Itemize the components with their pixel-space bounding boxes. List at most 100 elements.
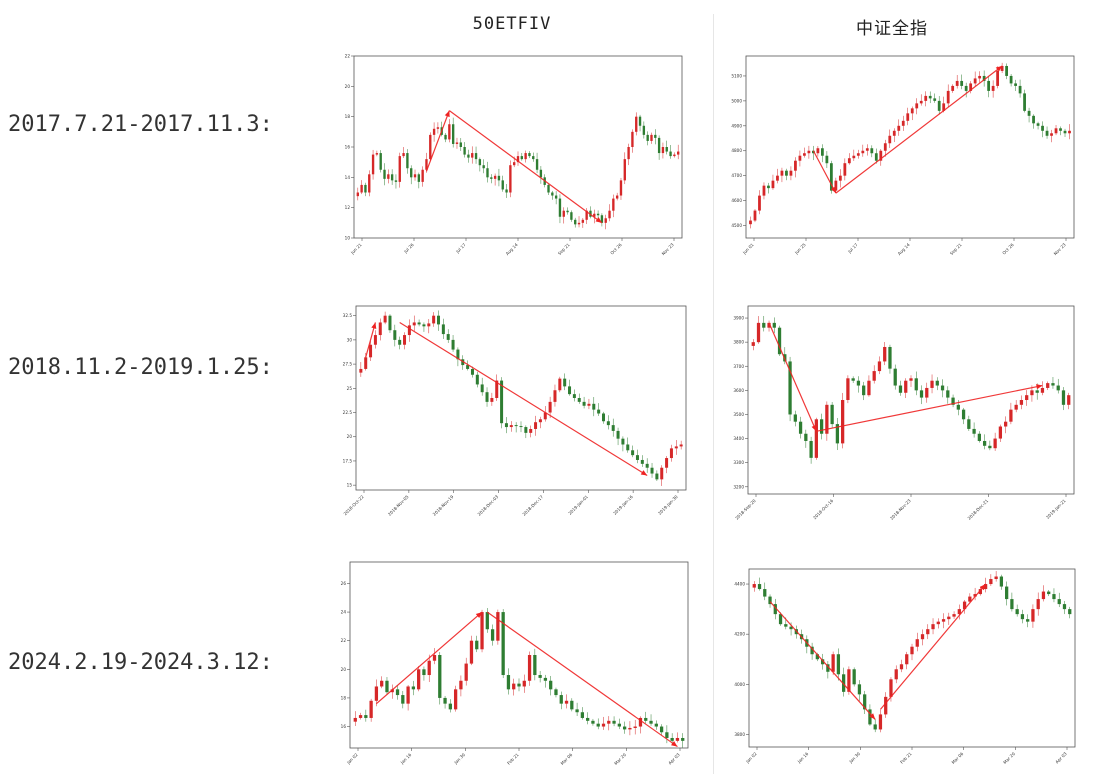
candle-body — [659, 726, 664, 733]
candle-body — [665, 147, 668, 152]
candle-body — [577, 398, 581, 402]
candle-body — [638, 116, 642, 126]
y-tick-label: 16 — [345, 145, 351, 150]
x-tick-label: 2019-Jan-16 — [612, 494, 634, 516]
candle-body — [543, 677, 548, 681]
candle-body — [1036, 123, 1040, 126]
candle-body — [478, 159, 482, 166]
candle-body — [1040, 387, 1045, 393]
candle-body — [364, 357, 368, 369]
candle-body — [874, 153, 878, 161]
candle-body — [369, 344, 373, 358]
candle-body — [532, 156, 535, 160]
candle-body — [673, 154, 676, 157]
candle-body — [604, 218, 607, 223]
candle-body — [771, 180, 775, 189]
candle-body — [538, 675, 542, 678]
candle-body — [655, 473, 659, 480]
trend-arrow-head — [811, 424, 817, 432]
column-title-csi-all-share: 中证全指 — [856, 19, 928, 39]
candle-body — [1009, 75, 1013, 84]
x-tick-label: Apr 03 — [1054, 751, 1068, 765]
x-tick-label: Apr 03 — [667, 752, 681, 766]
column-title-50etfiv: 50ETFIV — [472, 14, 552, 34]
candle-body — [947, 616, 951, 620]
trend-arrow-head — [475, 612, 483, 618]
candle-body — [568, 386, 572, 395]
candle-body — [905, 654, 909, 665]
trend-arrow-line — [425, 110, 450, 172]
candle-body — [543, 412, 547, 420]
candle-body — [753, 210, 757, 221]
candle-body — [972, 428, 976, 434]
column-divider — [713, 14, 714, 774]
candle-body — [554, 689, 558, 696]
candle-body — [619, 180, 623, 196]
candle-body — [960, 80, 964, 86]
candle-body — [383, 315, 387, 323]
x-tick-label: Sep 21 — [557, 242, 571, 256]
candle-body — [622, 726, 627, 730]
candle-body — [566, 210, 569, 213]
candle-body — [638, 717, 643, 727]
candle-body — [935, 380, 939, 386]
candle-body — [856, 380, 861, 386]
candle-body — [406, 686, 410, 704]
candle-body — [987, 80, 991, 91]
y-tick-label: 4000 — [734, 682, 745, 687]
y-tick-label: 3400 — [733, 436, 744, 441]
candle-body — [534, 422, 538, 429]
candle-body — [942, 103, 946, 111]
candle-body — [394, 180, 398, 182]
candle-body — [757, 584, 762, 590]
candle-body — [758, 195, 761, 211]
trend-arrow-line — [879, 583, 987, 710]
candle-body — [897, 125, 901, 131]
candle-body — [777, 327, 782, 355]
candle-body — [1027, 110, 1031, 116]
candle-body — [562, 210, 565, 217]
candle-body — [608, 210, 611, 219]
candle-body — [570, 212, 573, 220]
candle-body — [388, 315, 392, 331]
y-tick-label: 3900 — [733, 316, 744, 321]
candle-body — [998, 426, 1003, 439]
y-tick-label: 20 — [347, 434, 353, 439]
candle-body — [856, 153, 860, 156]
candle-body — [453, 689, 458, 710]
candle-body — [403, 335, 407, 345]
candle-body — [563, 378, 567, 387]
candle-body — [553, 390, 557, 402]
candle-body — [393, 330, 397, 340]
candle-body — [421, 169, 424, 182]
candle-body — [559, 695, 563, 704]
candle-body — [767, 322, 771, 328]
x-tick-label: 2018-Dec-21 — [966, 498, 989, 521]
candle-body — [564, 700, 569, 704]
candle-body — [509, 165, 512, 193]
candle-body — [635, 455, 639, 460]
x-tick-label: Jun 21 — [349, 242, 363, 256]
candle-body — [982, 440, 987, 446]
candle-body — [798, 421, 803, 434]
candle-body — [851, 378, 855, 381]
y-tick-label: 25 — [347, 386, 353, 391]
candle-body — [1023, 93, 1026, 111]
candle-body — [374, 686, 379, 701]
candle-body — [909, 378, 913, 381]
candle-body — [901, 120, 905, 126]
trend-arrow-head — [371, 322, 377, 329]
trend-arrow-line — [768, 322, 817, 432]
candle-body — [888, 346, 892, 369]
candle-body — [378, 322, 382, 336]
x-tick-label: 2018-Nov-05 — [387, 494, 410, 517]
candle-body — [621, 438, 625, 445]
candle-body — [968, 596, 972, 602]
candle-body — [1000, 65, 1004, 71]
trend-arrow-line — [835, 65, 1003, 194]
trend-arrow-line — [365, 322, 376, 358]
candle-body — [432, 655, 437, 661]
candle-body — [1047, 591, 1051, 595]
candle-body — [926, 629, 930, 635]
x-tick-label: Jun 25 — [793, 242, 807, 256]
